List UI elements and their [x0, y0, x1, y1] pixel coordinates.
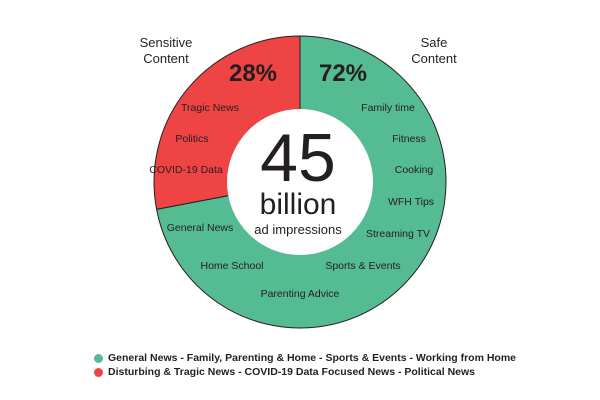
- topic-wfh-tips: WFH Tips: [388, 196, 434, 208]
- topic-fitness: Fitness: [392, 133, 426, 145]
- center-unit: billion: [260, 188, 337, 221]
- safe-percent-label: 72%: [319, 60, 367, 87]
- sensitive-percent-label: 28%: [229, 60, 277, 87]
- safe-title-line-2: Content: [411, 51, 457, 66]
- topic-politics: Politics: [175, 133, 208, 145]
- sensitive-title-line-2: Content: [143, 51, 189, 66]
- legend-dot-safe: [94, 353, 103, 363]
- legend-text-sensitive: Disturbing & Tragic News - COVID-19 Data…: [108, 366, 476, 378]
- topic-tragic-news: Tragic News: [181, 102, 239, 114]
- legend-item-safe: General News - Family, Parenting & Home …: [94, 352, 574, 364]
- topic-parenting-advice: Parenting Advice: [261, 288, 340, 300]
- topic-sports-events: Sports & Events: [325, 260, 400, 272]
- donut-hole: [227, 109, 373, 255]
- legend-item-sensitive: Disturbing & Tragic News - COVID-19 Data…: [94, 366, 574, 378]
- topic-family-time: Family time: [361, 102, 415, 114]
- center-value: 45: [260, 120, 336, 196]
- legend-dot-sensitive: [94, 367, 103, 377]
- topic-cooking: Cooking: [395, 164, 434, 176]
- safe-title-line-1: Safe: [421, 35, 448, 50]
- sensitive-title-line-1: Sensitive: [140, 35, 193, 50]
- topic-home-school: Home School: [200, 260, 263, 272]
- topic-general-news: General News: [167, 222, 234, 234]
- legend-text-safe: General News - Family, Parenting & Home …: [108, 352, 517, 364]
- topic-covid-data: COVID-19 Data: [149, 164, 223, 176]
- topic-streaming-tv: Streaming TV: [366, 228, 430, 240]
- center-label: ad impressions: [254, 222, 342, 237]
